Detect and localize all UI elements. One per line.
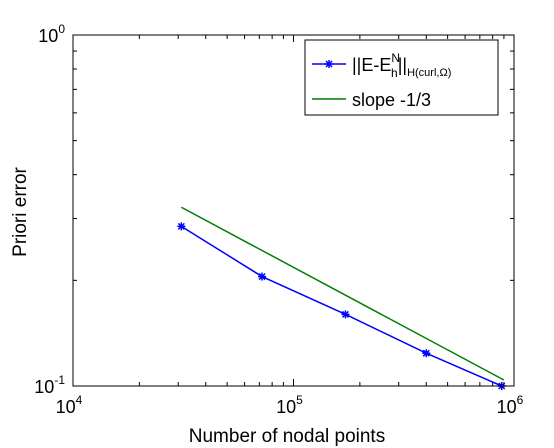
x-tick-label-exponent: 6	[517, 393, 524, 407]
series-line-1	[180, 206, 505, 381]
legend-entries: ||E-EN h||H(curl,Ω) slope -1/3	[312, 51, 451, 110]
y-tick-label: 100	[38, 22, 65, 46]
x-tick-label: 105	[276, 393, 303, 417]
series-layer	[177, 206, 506, 390]
x-tick-label-exponent: 4	[76, 393, 83, 407]
y-tick-label-base: 10	[34, 377, 54, 397]
legend: ||E-EN h||H(curl,Ω) slope -1/3	[304, 39, 499, 116]
x-tick-label-exponent: 5	[296, 393, 303, 407]
y-tick-label: 10-1	[34, 373, 65, 397]
legend-label: slope -1/3	[352, 90, 431, 110]
data-point	[341, 310, 350, 319]
legend-marker	[325, 60, 333, 68]
legend-label: ||E-EN h||H(curl,Ω)	[352, 51, 451, 80]
x-tick-label-base: 10	[56, 397, 76, 417]
y-tick-label-exponent: -1	[54, 373, 65, 387]
y-axis-label: Priori error	[10, 166, 31, 256]
legend-box	[304, 39, 499, 116]
x-tick-label-base: 10	[276, 397, 296, 417]
x-tick-label: 104	[56, 393, 83, 417]
y-tick-label-exponent: 0	[58, 22, 65, 36]
y-tick-label-base: 10	[38, 26, 58, 46]
legend-entry: slope -1/3	[312, 90, 431, 110]
x-tick-label: 106	[497, 393, 524, 417]
data-point	[177, 222, 186, 231]
plot-frame	[72, 34, 515, 387]
data-point	[258, 272, 267, 281]
x-tick-label-base: 10	[497, 397, 517, 417]
legend-entry: ||E-EN h||H(curl,Ω)	[312, 51, 451, 80]
data-point	[422, 349, 431, 358]
x-axis-label: Number of nodal points	[189, 426, 385, 447]
